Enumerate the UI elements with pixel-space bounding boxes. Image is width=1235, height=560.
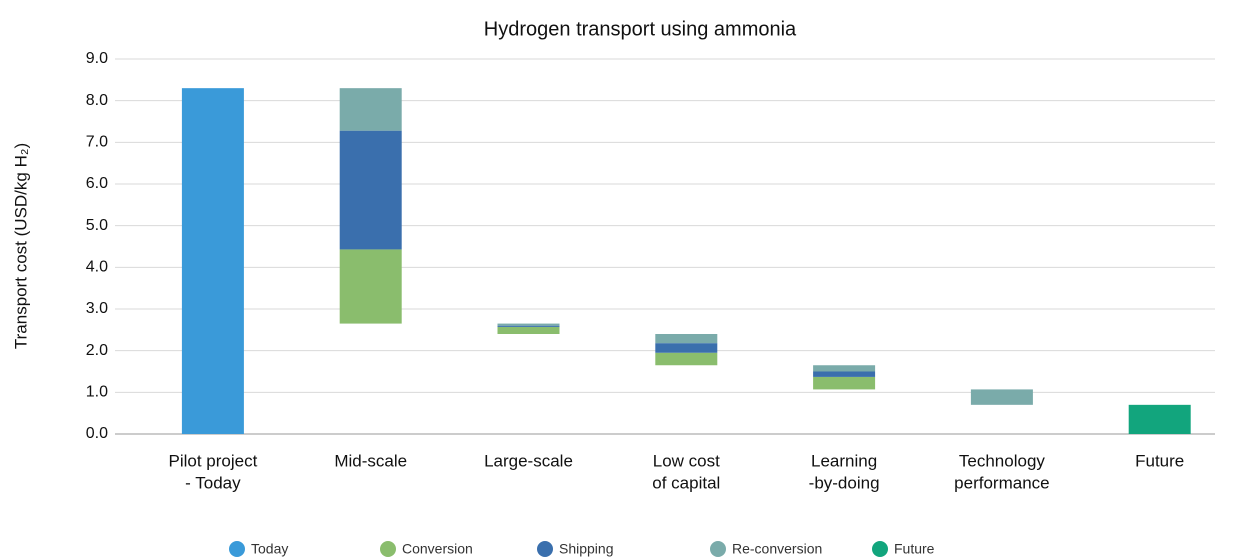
bar [497,326,560,334]
y-tick-label: 6.0 [86,175,108,192]
x-tick-label: Learning [811,451,877,470]
bar [1128,404,1191,434]
x-tick-label: Technology [959,451,1046,470]
bar [181,88,244,435]
legend-swatch [229,541,245,557]
legend-label: Future [894,541,935,557]
bar [655,352,718,366]
bar [497,325,560,327]
x-tick-label: Pilot project [168,451,257,470]
bar [339,130,402,250]
legend-swatch [872,541,888,557]
bar [655,343,718,353]
legend-swatch [380,541,396,557]
x-tick-label: Future [1135,451,1184,470]
legend-label: Today [251,541,288,557]
x-tick-label: - Today [185,473,241,492]
x-tick-label: Low cost [653,451,720,470]
y-axis-label: Transport cost (USD/kg H₂) [11,143,30,349]
legend-swatch [710,541,726,557]
bar [813,376,876,390]
x-tick-label: Mid-scale [334,451,407,470]
y-tick-label: 3.0 [86,300,108,317]
x-tick-label: -by-doing [809,473,880,492]
y-tick-label: 5.0 [86,217,108,234]
bar [970,389,1033,405]
legend-label: Shipping [559,541,614,557]
legend-label: Conversion [402,541,473,557]
y-tick-label: 7.0 [86,134,108,151]
x-tick-label: of capital [652,473,720,492]
y-tick-label: 9.0 [86,50,108,67]
y-tick-label: 4.0 [86,259,108,276]
chart-title: Hydrogen transport using ammonia [484,18,797,40]
bar [655,334,718,344]
y-tick-label: 1.0 [86,384,108,401]
y-tick-label: 0.0 [86,425,108,442]
legend-label: Re-conversion [732,541,822,557]
x-tick-label: Large-scale [484,451,573,470]
bar [813,371,876,377]
bar [813,365,876,372]
legend-swatch [537,541,553,557]
bar [339,88,402,131]
y-tick-label: 8.0 [86,92,108,109]
bar [497,323,560,326]
y-tick-label: 2.0 [86,342,108,359]
x-tick-label: performance [954,473,1049,492]
bar [339,249,402,324]
